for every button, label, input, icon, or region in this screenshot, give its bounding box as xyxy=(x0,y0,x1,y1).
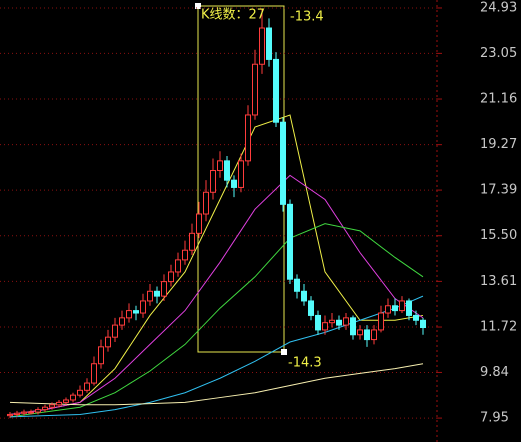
y-tick-label: 11.72 xyxy=(480,320,517,335)
candle-body xyxy=(217,160,223,172)
candle-body xyxy=(301,290,307,302)
candle-body xyxy=(259,27,265,65)
candle-body xyxy=(378,312,384,331)
candle-body xyxy=(406,300,412,316)
ma-line xyxy=(9,295,424,418)
y-tick-label: 15.50 xyxy=(480,228,517,243)
candle-body xyxy=(175,259,181,273)
candle-body xyxy=(126,310,132,319)
candle-body xyxy=(119,317,125,326)
candle-body xyxy=(98,346,104,365)
candle-body xyxy=(203,191,209,215)
candle-body xyxy=(210,170,216,193)
candle-body xyxy=(266,27,272,60)
candle-body xyxy=(91,363,97,384)
candle-body xyxy=(49,404,55,408)
candle-body xyxy=(329,319,335,324)
candle-body xyxy=(357,329,363,336)
handle xyxy=(195,3,201,9)
annotation: -14.3 xyxy=(288,356,322,371)
candle-body xyxy=(280,121,286,205)
candle-body xyxy=(315,314,321,331)
candle-body xyxy=(105,336,111,348)
candle-body xyxy=(147,290,153,302)
y-tick-label: 24.93 xyxy=(480,1,517,16)
candle-body xyxy=(399,300,405,312)
annotation: -13.4 xyxy=(290,10,324,25)
y-tick-label: 19.27 xyxy=(480,137,517,152)
candle-body xyxy=(42,406,48,411)
candle-body xyxy=(420,319,426,329)
candle-body xyxy=(196,213,202,234)
candle-body xyxy=(294,278,300,292)
candle-body xyxy=(84,382,90,391)
y-tick-label: 7.95 xyxy=(480,411,509,426)
candle-body xyxy=(245,114,251,162)
y-tick-label: 17.39 xyxy=(480,183,517,198)
candle-body xyxy=(364,329,370,341)
candle-body xyxy=(336,319,342,326)
handle xyxy=(281,349,287,355)
candle-body xyxy=(413,314,419,321)
candle-body xyxy=(154,290,160,297)
candle-body xyxy=(14,412,20,415)
candle-body xyxy=(322,322,328,331)
candle-body xyxy=(7,413,13,417)
candle-body xyxy=(308,300,314,316)
candle-body xyxy=(140,300,146,314)
y-tick-label: 23.05 xyxy=(480,46,517,61)
candle-body xyxy=(350,317,356,336)
candle-body xyxy=(189,232,195,251)
ma-line xyxy=(9,174,424,415)
candle-body xyxy=(231,179,237,188)
candle-body xyxy=(371,329,377,341)
candle-body xyxy=(133,310,139,314)
candle-body xyxy=(28,411,34,414)
candle-body xyxy=(385,305,391,314)
candle-body xyxy=(168,271,174,283)
candle-body xyxy=(21,411,27,414)
candle-body xyxy=(238,160,244,188)
candle-body xyxy=(112,324,118,338)
candle-body xyxy=(63,399,69,403)
annotation: K线数：27 xyxy=(201,8,265,23)
y-tick-label: 21.16 xyxy=(480,92,517,107)
candle-body xyxy=(161,281,167,297)
candle-body xyxy=(56,401,62,406)
candle-body xyxy=(77,389,83,396)
candle-body xyxy=(70,394,76,401)
candle-body xyxy=(252,63,258,116)
candle-body xyxy=(273,58,279,123)
candle-body xyxy=(343,317,349,326)
y-tick-label: 9.84 xyxy=(480,365,509,380)
candle-body xyxy=(224,160,230,181)
candle-body xyxy=(35,409,41,413)
ma-line xyxy=(9,363,424,406)
candle-body xyxy=(392,305,398,312)
ma-line xyxy=(9,223,424,418)
candle-body xyxy=(182,249,188,261)
y-tick-label: 13.61 xyxy=(480,274,517,289)
candle-body xyxy=(287,203,293,280)
ma-line xyxy=(9,114,424,415)
